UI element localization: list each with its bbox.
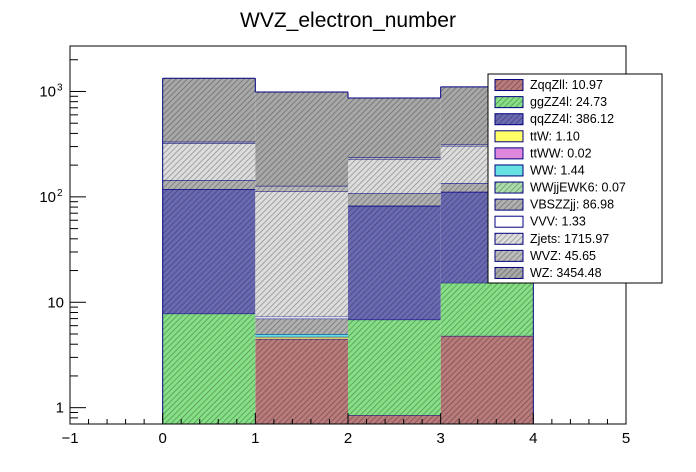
bar-series-7-bin-3 bbox=[440, 183, 534, 192]
bar-series-1-bin-0 bbox=[162, 313, 256, 424]
legend: ZqqZll: 10.97 ggZZ4l: 24.73 qqZZ4l: 386.12… bbox=[487, 73, 663, 284]
y-tick-label: 1 bbox=[56, 400, 64, 417]
bar-series-11-bin-2 bbox=[348, 97, 441, 158]
bar-series-3-bin-1 bbox=[255, 336, 348, 339]
bar-series-11-bin-0 bbox=[162, 78, 256, 142]
bar-series-0-bin-2 bbox=[348, 415, 441, 424]
legend-label: WVZ: 45.65 bbox=[530, 249, 596, 263]
bar-series-9-bin-0 bbox=[162, 143, 256, 181]
bar-series-1-bin-3 bbox=[440, 282, 534, 336]
y-tick-exponent: 3 bbox=[57, 82, 63, 93]
legend-swatch bbox=[494, 164, 524, 177]
y-tick-label: 10 bbox=[47, 294, 64, 311]
bar-series-10-bin-0 bbox=[162, 141, 256, 144]
legend-label: ZqqZll: 10.97 bbox=[530, 78, 603, 92]
legend-swatch bbox=[494, 249, 524, 262]
bar-series-2-bin-2 bbox=[348, 206, 441, 320]
legend-label: qqZZ4l: 386.12 bbox=[530, 112, 614, 126]
legend-swatch bbox=[494, 147, 524, 160]
legend-swatch bbox=[494, 215, 524, 228]
bar-series-0-bin-3 bbox=[440, 335, 534, 424]
bar-series-10-bin-3 bbox=[440, 144, 534, 146]
legend-swatch bbox=[494, 130, 524, 143]
legend-swatch bbox=[494, 79, 524, 92]
legend-label: WW: 1.44 bbox=[530, 163, 585, 177]
legend-swatch bbox=[494, 181, 524, 194]
y-tick-label: 10 bbox=[39, 83, 56, 100]
bars-layer bbox=[162, 77, 534, 424]
x-tick-label: −1 bbox=[61, 430, 78, 447]
x-tick-label: 5 bbox=[622, 430, 630, 447]
bar-series-5-bin-1 bbox=[255, 334, 348, 337]
bar-series-9-bin-1 bbox=[255, 191, 348, 317]
x-tick-label: 3 bbox=[436, 430, 444, 447]
x-tick-label: 4 bbox=[529, 430, 537, 447]
y-tick-label: 10 bbox=[39, 189, 56, 206]
bar-series-9-bin-2 bbox=[348, 159, 441, 194]
legend-label: Zjets: 1715.97 bbox=[530, 232, 609, 246]
bar-series-1-bin-2 bbox=[348, 319, 441, 416]
x-tick-label: 0 bbox=[158, 430, 166, 447]
bar-series-8-bin-1 bbox=[255, 316, 348, 319]
bar-series-7-bin-0 bbox=[162, 180, 256, 190]
bar-series-10-bin-1 bbox=[255, 185, 348, 192]
legend-label: VBSZZjj: 86.98 bbox=[530, 198, 614, 212]
legend-label: WWjjEWK6: 0.07 bbox=[530, 181, 626, 195]
legend-label: ttW: 1.10 bbox=[530, 129, 580, 143]
y-tick-exponent: 2 bbox=[57, 188, 63, 199]
legend-label: VVV: 1.33 bbox=[530, 215, 586, 229]
bar-series-0-bin-1 bbox=[255, 338, 348, 424]
bar-series-2-bin-0 bbox=[162, 189, 256, 314]
legend-swatch bbox=[494, 232, 524, 245]
legend-label: ggZZ4l: 24.73 bbox=[530, 95, 607, 109]
bar-series-11-bin-1 bbox=[255, 92, 348, 186]
legend-swatch bbox=[494, 96, 524, 109]
bar-series-7-bin-2 bbox=[348, 193, 441, 206]
bar-series-10-bin-2 bbox=[348, 157, 441, 160]
chart-title: WVZ_electron_number bbox=[240, 9, 456, 32]
legend-label: WZ: 3454.48 bbox=[530, 266, 602, 280]
x-tick-label: 2 bbox=[344, 430, 352, 447]
bar-series-7-bin-1 bbox=[255, 318, 348, 335]
legend-swatch bbox=[494, 113, 524, 126]
legend-box bbox=[487, 73, 663, 284]
x-tick-label: 1 bbox=[251, 430, 259, 447]
legend-label: ttWW: 0.02 bbox=[530, 146, 592, 160]
legend-swatch bbox=[494, 266, 524, 279]
legend-swatch bbox=[494, 198, 524, 211]
